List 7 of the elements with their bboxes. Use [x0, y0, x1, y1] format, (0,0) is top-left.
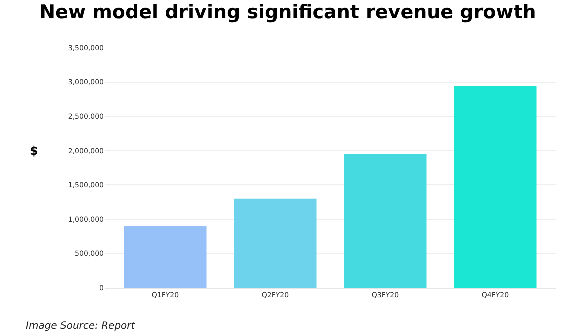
bar — [234, 198, 317, 288]
bar — [124, 226, 207, 288]
bar — [344, 154, 427, 288]
chart-title: New model driving significant revenue growth — [40, 1, 536, 24]
text: Image Source: Report — [26, 321, 136, 332]
y-axis-title: $ — [30, 144, 38, 158]
bar — [454, 86, 537, 288]
